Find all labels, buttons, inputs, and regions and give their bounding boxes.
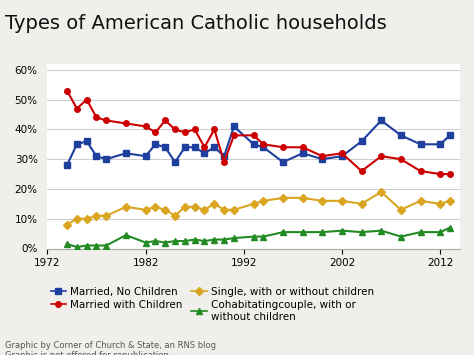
Text: Types of American Catholic households: Types of American Catholic households [5, 14, 386, 33]
Legend: Married, No Children, Married with Children, Single, with or without children, C: Married, No Children, Married with Child… [51, 287, 374, 322]
Text: Graphic by Corner of Church & State, an RNS blog
Graphic is not offered for repu: Graphic by Corner of Church & State, an … [5, 341, 216, 355]
